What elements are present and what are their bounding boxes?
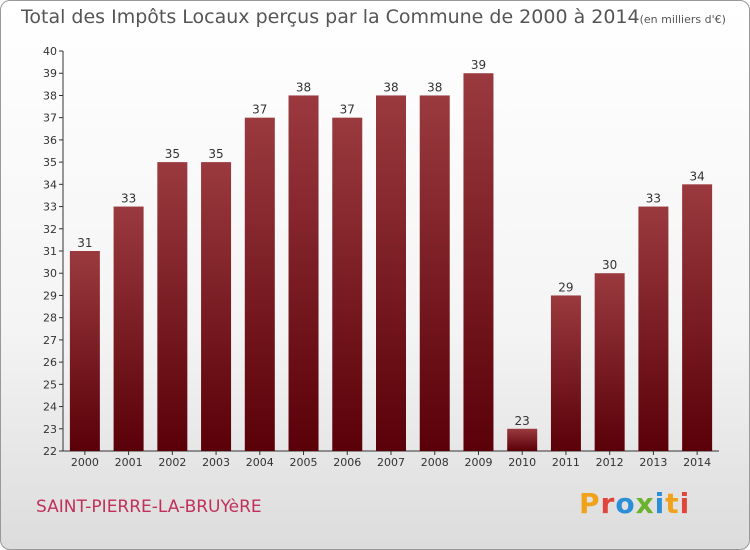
bar (507, 428, 538, 451)
bar-value-label: 33 (121, 192, 136, 206)
x-tick-label: 2011 (552, 456, 580, 469)
bar (201, 162, 232, 451)
y-tick-label: 38 (43, 89, 57, 102)
bar (113, 206, 144, 451)
x-tick-label: 2006 (333, 456, 361, 469)
y-tick-label: 31 (43, 245, 57, 258)
y-tick-label: 35 (43, 156, 57, 169)
y-tick-label: 33 (43, 201, 57, 214)
bar (69, 251, 100, 451)
y-axis: 22 23 24 25 26 27 28 29 30 31 32 33 34 35 36 37 38 39 40 (43, 45, 64, 458)
y-tick-label: 32 (43, 223, 57, 236)
logo-letter: o (615, 487, 636, 520)
y-tick-label: 36 (43, 134, 57, 147)
logo-letter: i (679, 487, 691, 520)
bar (288, 95, 319, 451)
x-tick-label: 2007 (377, 456, 405, 469)
bar (244, 117, 275, 452)
x-axis: 2000 2001 2002 2003 2004 2005 2006 2007 2008 2009… (63, 450, 719, 469)
chart-unit: (en milliers d'€) (639, 13, 726, 26)
x-tick-label: 2004 (246, 456, 274, 469)
y-tick-label: 24 (43, 401, 57, 414)
y-tick-label: 25 (43, 378, 57, 391)
logo-letter: P (579, 487, 601, 520)
x-tick-label: 2014 (683, 456, 711, 469)
x-tick-label: 2009 (464, 456, 492, 469)
bar (376, 95, 406, 451)
chart-title-text: Total des Impôts Locaux perçus par la Co… (21, 6, 640, 28)
bars: 31 33 35 35 37 38 37 38 38 39 23 29 30 33 34 (69, 58, 713, 452)
bar-value-label: 34 (689, 169, 704, 183)
y-tick-label: 23 (43, 423, 57, 436)
bar (550, 295, 581, 451)
bar (332, 117, 363, 452)
bar-value-label: 38 (427, 80, 442, 94)
bar-value-label: 35 (165, 147, 180, 161)
x-tick-label: 2012 (596, 456, 624, 469)
x-tick-label: 2001 (115, 456, 143, 469)
y-tick-label: 22 (43, 445, 57, 458)
commune-name: SAINT-PIERRE-LA-BRUYèRE (36, 497, 262, 517)
y-tick-label: 34 (43, 178, 57, 191)
bar-value-label: 37 (340, 103, 355, 117)
y-tick-label: 29 (43, 289, 57, 302)
logo-letter: r (600, 487, 616, 520)
bar-value-label: 31 (77, 236, 92, 250)
y-tick-label: 40 (43, 45, 57, 58)
chart-title: Total des Impôts Locaux perçus par la Co… (21, 6, 726, 28)
bar (463, 73, 494, 451)
x-tick-label: 2010 (508, 456, 536, 469)
x-tick-label: 2008 (421, 456, 449, 469)
y-tick-label: 28 (43, 312, 57, 325)
bar-value-label: 38 (296, 80, 311, 94)
bar-value-label: 30 (602, 258, 617, 272)
bar-value-label: 23 (515, 414, 530, 428)
bar-value-label: 37 (252, 103, 267, 117)
x-tick-label: 2002 (158, 456, 186, 469)
x-tick-label: 2000 (71, 456, 99, 469)
bar (157, 162, 188, 451)
y-tick-label: 27 (43, 334, 57, 347)
x-tick-label: 2013 (639, 456, 667, 469)
logo-letter: t (665, 487, 680, 520)
bar-value-label: 35 (208, 147, 223, 161)
bar (682, 184, 713, 452)
bar (638, 206, 669, 451)
logo-letter: x (635, 487, 655, 520)
y-tick-label: 37 (43, 112, 57, 125)
proxiti-logo: Proxiti (579, 487, 690, 520)
x-tick-label: 2003 (202, 456, 230, 469)
bar-value-label: 33 (646, 192, 661, 206)
y-tick-label: 26 (43, 356, 57, 369)
bar-value-label: 29 (558, 280, 573, 294)
y-tick-label: 39 (43, 67, 57, 80)
y-tick-label: 30 (43, 267, 57, 280)
bar-value-label: 39 (471, 58, 486, 72)
logo-letter: i (654, 487, 666, 520)
bar (594, 273, 625, 451)
bar (419, 95, 450, 451)
bar-value-label: 38 (383, 80, 398, 94)
x-tick-label: 2005 (290, 456, 318, 469)
